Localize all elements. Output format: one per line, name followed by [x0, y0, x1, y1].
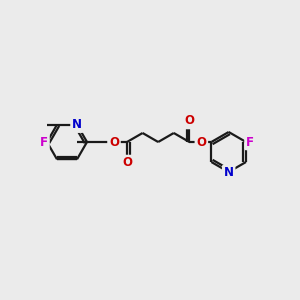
- Text: O: O: [122, 157, 132, 169]
- Text: F: F: [246, 136, 254, 148]
- Text: O: O: [196, 136, 206, 148]
- Text: N: N: [72, 118, 82, 131]
- Text: O: O: [109, 136, 119, 148]
- Text: O: O: [184, 115, 194, 128]
- Text: N: N: [224, 167, 234, 179]
- Text: F: F: [40, 136, 48, 148]
